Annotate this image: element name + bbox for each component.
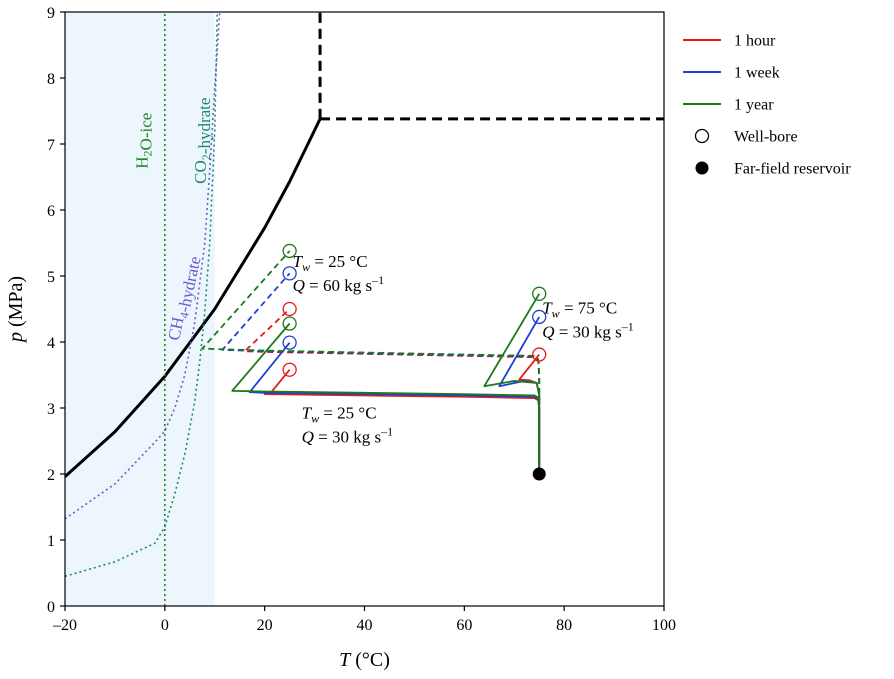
annot-tw25-q60: Tw = 25 °CQ = 60 kg s–1 bbox=[293, 252, 384, 295]
legend-swatch bbox=[694, 128, 710, 144]
wellbore-point bbox=[282, 335, 297, 350]
y-tick-label: 4 bbox=[47, 335, 55, 352]
x-axis-label: T (°C) bbox=[339, 649, 390, 671]
wellbore-point bbox=[282, 316, 297, 331]
y-tick-label: 9 bbox=[47, 5, 55, 22]
annot-tw75-q30: Tw = 75 °CQ = 30 kg s–1 bbox=[542, 299, 633, 342]
series-tw25-q30-1-year bbox=[231, 322, 541, 474]
hydrate-ice-region bbox=[65, 12, 215, 606]
legend-label: 1 week bbox=[734, 65, 780, 82]
co2-hydrate-label: CO2-hydrate bbox=[191, 98, 214, 184]
legend-entry-well-bore: Well-bore bbox=[694, 128, 798, 146]
y-tick-label: 2 bbox=[47, 467, 55, 484]
legend-entry-far-field-reservoir: Far-field reservoir bbox=[695, 161, 851, 178]
wellbore-point bbox=[532, 286, 547, 301]
legend-entry-1-hour: 1 hour bbox=[683, 33, 776, 50]
x-tick-label: 20 bbox=[257, 617, 273, 634]
wellbore-point bbox=[282, 362, 297, 377]
x-tick-label: 0 bbox=[161, 617, 169, 634]
plot-clip-group bbox=[65, 12, 664, 606]
far-field-reservoir-point bbox=[532, 467, 546, 481]
wellbore-point bbox=[282, 243, 297, 259]
wellbore-point bbox=[282, 301, 297, 317]
h2o-ice-label: H2O-ice bbox=[132, 113, 155, 169]
legend-swatch bbox=[695, 161, 709, 175]
y-tick-label: 6 bbox=[47, 203, 55, 220]
legend: 1 hour 1 week 1 year Well-bore Far-field res… bbox=[683, 33, 851, 178]
legend-label: Far-field reservoir bbox=[734, 161, 851, 178]
x-tick-label: 60 bbox=[456, 617, 472, 634]
annot-tw25-q60-q: Q = 60 kg s–1 bbox=[293, 273, 384, 295]
y-tick-label: 8 bbox=[47, 71, 55, 88]
wellbore-point bbox=[282, 266, 297, 281]
x-tick-label: –20 bbox=[52, 617, 77, 634]
y-tick-label: 5 bbox=[47, 269, 55, 286]
series-tw75-q30-1-year bbox=[483, 293, 541, 474]
annot-tw25-q60-tw: Tw = 25 °C bbox=[293, 252, 368, 274]
x-tick-label: 80 bbox=[556, 617, 572, 634]
series-tw25-q30-1-week bbox=[248, 342, 541, 474]
annot-tw25-q30: Tw = 25 °CQ = 30 kg s–1 bbox=[302, 404, 393, 447]
annot-tw75-q30-q: Q = 30 kg s–1 bbox=[542, 320, 633, 342]
annot-tw75-q30-tw: Tw = 75 °C bbox=[542, 299, 617, 321]
x-tick-label: 100 bbox=[652, 617, 676, 634]
annot-tw25-q30-q: Q = 30 kg s–1 bbox=[302, 425, 393, 447]
wellbore-point bbox=[532, 309, 547, 325]
legend-label: 1 hour bbox=[734, 33, 776, 50]
wellbore-point bbox=[532, 347, 547, 362]
series-tw25-q60-1-year bbox=[201, 250, 541, 474]
series-tw75-q30-1-hour bbox=[518, 353, 541, 474]
y-tick-label: 0 bbox=[47, 599, 55, 616]
legend-label: Well-bore bbox=[734, 129, 798, 146]
legend-entry-1-year: 1 year bbox=[683, 97, 774, 114]
legend-entry-1-week: 1 week bbox=[683, 65, 780, 82]
co2-saturation-line bbox=[65, 118, 322, 478]
y-axis-label: p (MPa) bbox=[5, 276, 27, 344]
y-tick-label: 7 bbox=[47, 137, 55, 154]
y-tick-label: 1 bbox=[47, 533, 55, 550]
x-tick-label: 40 bbox=[357, 617, 373, 634]
y-tick-label: 3 bbox=[47, 401, 55, 418]
legend-label: 1 year bbox=[734, 97, 774, 114]
annot-tw25-q30-tw: Tw = 25 °C bbox=[302, 404, 377, 426]
